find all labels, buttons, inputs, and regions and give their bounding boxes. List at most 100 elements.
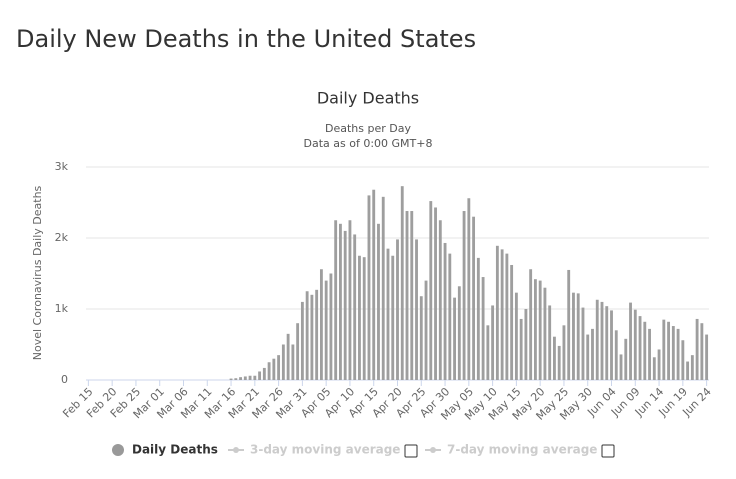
bar (277, 355, 281, 380)
bar (239, 377, 242, 380)
legend-label[interactable]: Daily Deaths (132, 443, 218, 457)
bar (396, 239, 399, 380)
bar (510, 264, 514, 380)
bar (524, 309, 528, 380)
bar (291, 344, 295, 380)
bar (581, 307, 585, 380)
bar (386, 248, 390, 380)
bar (633, 309, 637, 380)
bar (567, 269, 571, 380)
bar (643, 321, 647, 380)
bar (400, 186, 404, 380)
bar (358, 255, 361, 380)
bar (614, 330, 618, 380)
bar (491, 305, 495, 380)
bar (377, 223, 380, 380)
bar (605, 306, 609, 380)
bar (381, 196, 385, 380)
legend-marker (430, 447, 436, 453)
bar (286, 333, 290, 380)
bar (457, 286, 461, 380)
bar (610, 310, 613, 380)
y-tick-label: 1k (55, 302, 69, 315)
bar (476, 257, 480, 380)
bar (339, 223, 342, 380)
bar (533, 279, 537, 380)
bar (410, 211, 414, 380)
bar (434, 207, 437, 380)
bar (538, 280, 542, 380)
bar (624, 338, 628, 380)
bar (448, 253, 452, 380)
bar (700, 323, 704, 380)
bar (667, 321, 671, 380)
bar (505, 253, 509, 380)
legend-checkbox[interactable] (601, 444, 615, 458)
bar (248, 375, 252, 380)
bar (486, 325, 490, 380)
bar (253, 375, 257, 380)
bar (267, 362, 271, 380)
bar (543, 287, 547, 380)
bar (353, 234, 357, 380)
bar (329, 273, 333, 380)
bar (619, 354, 623, 380)
legend-marker (233, 447, 239, 453)
bar (676, 328, 680, 380)
bar (429, 201, 433, 380)
legend-checkbox[interactable] (404, 444, 418, 458)
bar (229, 378, 233, 380)
bar (362, 257, 366, 380)
bar (281, 344, 285, 380)
bar (443, 242, 447, 380)
bar (586, 334, 590, 380)
bar (481, 277, 485, 380)
bar (372, 189, 376, 380)
y-tick-label: 3k (55, 160, 69, 173)
bar (686, 361, 690, 380)
bar (367, 195, 371, 380)
bar (648, 328, 651, 380)
bar (671, 326, 675, 380)
bar (300, 301, 304, 380)
bar (315, 289, 319, 380)
legend-marker (112, 444, 124, 456)
bar (424, 280, 428, 380)
bar (500, 249, 504, 380)
legend-label[interactable]: 3-day moving average (250, 443, 400, 457)
subtitle: Data as of 0:00 GMT+8 (304, 137, 433, 150)
bar (662, 319, 666, 380)
bar (591, 328, 594, 380)
bar (514, 292, 518, 380)
subtitle: Deaths per Day (325, 122, 411, 135)
bar (572, 292, 575, 380)
bar (595, 299, 599, 380)
bar (343, 230, 347, 380)
bar (334, 220, 338, 380)
bar (467, 198, 471, 380)
bar (657, 349, 661, 380)
bar (462, 211, 466, 380)
bar (391, 255, 395, 380)
bar (243, 376, 247, 380)
y-tick-label: 2k (55, 231, 69, 244)
bar (690, 355, 694, 380)
legend-label[interactable]: 7-day moving average (447, 443, 597, 457)
bar (305, 291, 309, 380)
chart-title: Daily Deaths (317, 89, 419, 108)
y-tick-label: 0 (61, 373, 68, 386)
bar (557, 345, 561, 380)
bar (319, 269, 323, 380)
bar (234, 378, 238, 380)
bar (553, 336, 556, 380)
bar (705, 334, 709, 380)
bar (438, 220, 442, 380)
bar (519, 318, 523, 380)
bar (629, 302, 632, 380)
bar (695, 318, 699, 380)
bar (548, 305, 552, 380)
bar (415, 239, 418, 380)
bar (405, 211, 409, 380)
bar (495, 245, 499, 380)
